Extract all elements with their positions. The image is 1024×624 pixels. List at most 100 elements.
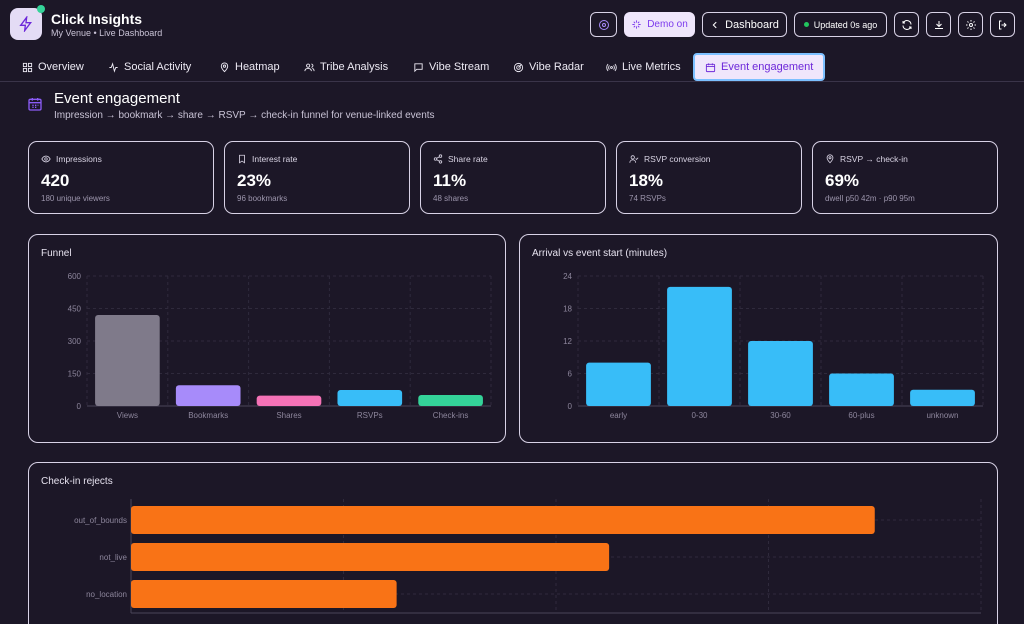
settings-button[interactable]	[958, 12, 983, 37]
logout-button[interactable]	[990, 12, 1015, 37]
dashboard-button[interactable]: Dashboard	[702, 12, 787, 37]
status-label: Updated 0s ago	[813, 19, 878, 30]
tab-tribe-analysis[interactable]: Tribe Analysis	[304, 52, 388, 82]
radar-icon	[513, 62, 524, 72]
chevron-left-icon	[712, 21, 717, 28]
app-title: Click Insights	[51, 11, 143, 27]
tab-label: Vibe Radar	[529, 61, 584, 73]
y-tick-label: 600	[68, 272, 82, 281]
stat-value: 18%	[629, 171, 664, 190]
stat-label-text: RSVP conversion	[644, 154, 711, 164]
calendar-icon	[705, 62, 716, 72]
tab-label: Heatmap	[235, 61, 280, 73]
bar	[829, 373, 894, 406]
tab-heatmap[interactable]: Heatmap	[219, 52, 280, 82]
calendar-icon	[28, 98, 42, 111]
status-dot	[803, 22, 809, 27]
funnel-title: Funnel	[41, 248, 72, 259]
arrival-chart: 0 6 12 18 24 early 0-30 30-60 60-plus unknown	[563, 272, 984, 420]
x-tick-label: Check-ins	[433, 411, 469, 420]
arrival-panel: Arrival vs event start (minutes) 0 6 12 18 2…	[519, 234, 998, 443]
section-title: Event engagement	[54, 90, 180, 107]
stat-subtext: 180 unique viewers	[41, 194, 110, 203]
stat-subtext: 96 bookmarks	[237, 194, 288, 203]
tab-label: Social Activity	[124, 61, 192, 73]
tab-overview[interactable]: Overview	[22, 52, 84, 82]
rejects-title: Check-in rejects	[41, 476, 113, 487]
stat-label: Impressions	[41, 154, 102, 164]
x-tick-label: 60-plus	[848, 411, 874, 420]
top-bar: Click Insights My Venue • Live Dashboard…	[0, 0, 1024, 50]
bar	[418, 394, 483, 406]
x-tick-label: unknown	[926, 411, 958, 420]
demo-toggle-button[interactable]: Demo on	[624, 12, 695, 37]
message-icon	[414, 62, 423, 72]
y-tick-label: out_of_bounds	[74, 516, 127, 525]
stat-label: Interest rate	[237, 154, 297, 164]
x-tick-label: Views	[117, 411, 138, 420]
x-tick-label: 0-30	[691, 411, 708, 420]
stat-value: 11%	[433, 171, 467, 190]
stat-label-text: RSVP → check-in	[840, 154, 908, 164]
theme-button[interactable]	[590, 12, 617, 37]
tab-live-metrics[interactable]: Live Metrics	[606, 52, 681, 82]
stat-label-text: Interest rate	[252, 154, 298, 164]
lightning-icon	[19, 16, 32, 32]
stat-label: RSVP conversion	[629, 154, 710, 164]
y-tick-label: 6	[568, 370, 573, 379]
bar	[748, 341, 813, 406]
stat-value: 23%	[237, 171, 272, 190]
bar	[586, 362, 651, 406]
x-tick-label: Bookmarks	[188, 411, 228, 420]
x-tick-label: Shares	[276, 411, 301, 420]
tab-event-engagement[interactable]: Event engagement	[693, 53, 826, 81]
bar	[131, 580, 397, 608]
download-button[interactable]	[926, 12, 951, 37]
stat-card-share-rate: Share rate 11% 48 shares	[420, 141, 606, 214]
y-tick-label: no_location	[86, 590, 127, 599]
tab-vibe-radar[interactable]: Vibe Radar	[513, 52, 584, 82]
y-tick-label: 0	[77, 402, 82, 411]
stat-label: RSVP → check-in	[825, 154, 908, 164]
tab-label: Event engagement	[721, 61, 814, 73]
y-tick-label: 18	[563, 305, 572, 314]
download-icon	[934, 20, 943, 29]
tab-label: Tribe Analysis	[320, 61, 389, 73]
grid-icon	[22, 62, 33, 72]
online-indicator	[37, 5, 45, 13]
bar	[95, 315, 160, 406]
tab-vibe-stream[interactable]: Vibe Stream	[413, 52, 489, 82]
tab-label: Overview	[38, 61, 84, 73]
y-tick-label: 450	[68, 305, 82, 314]
app-logo[interactable]	[10, 5, 45, 40]
stat-value: 420	[41, 171, 70, 190]
y-tick-label: 24	[563, 272, 572, 281]
stat-label: Share rate	[433, 154, 488, 164]
stat-card-interest-rate: Interest rate 23% 96 bookmarks	[224, 141, 410, 214]
stat-label-text: Share rate	[448, 154, 488, 164]
stat-subtext: 48 shares	[433, 194, 469, 203]
eye-icon	[41, 155, 51, 163]
stat-subtext: dwell p50 42m · p90 95m	[825, 194, 915, 203]
y-tick-label: 300	[68, 337, 82, 346]
share-icon	[433, 154, 443, 164]
stat-card-rsvp-conversion: RSVP conversion 18% 74 RSVPs	[616, 141, 802, 214]
y-tick-label: 150	[68, 370, 82, 379]
arrival-title: Arrival vs event start (minutes)	[532, 248, 668, 259]
bookmark-icon	[239, 154, 245, 164]
app-subtitle: My Venue • Live Dashboard	[51, 28, 163, 38]
tab-label: Vibe Stream	[429, 61, 490, 73]
tab-social-activity[interactable]: Social Activity	[108, 52, 191, 82]
users-icon	[304, 63, 315, 71]
stat-value: 69%	[825, 171, 860, 190]
tab-label: Live Metrics	[622, 61, 681, 73]
map-pin-icon	[826, 154, 834, 164]
y-tick-label: not_live	[99, 553, 127, 562]
bar	[667, 286, 732, 406]
demo-label: Demo on	[647, 19, 688, 30]
refresh-button[interactable]	[894, 12, 919, 37]
gear-icon	[965, 19, 976, 30]
y-tick-label: 0	[568, 402, 573, 411]
sparkles-icon	[632, 20, 641, 29]
